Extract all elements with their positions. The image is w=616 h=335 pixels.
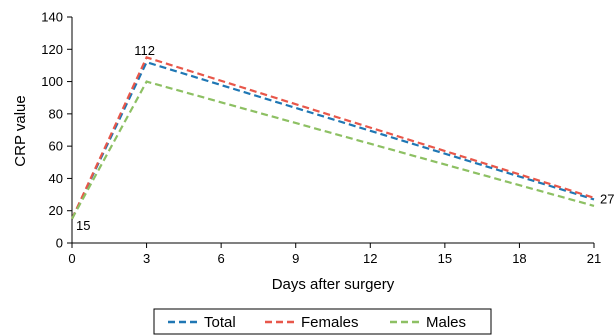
- y-tick-label: 40: [49, 171, 63, 186]
- x-tick-label: 15: [438, 251, 452, 266]
- x-tick-label: 9: [292, 251, 299, 266]
- series-line-males: [71, 80, 595, 220]
- legend-label-males: Males: [426, 314, 466, 331]
- series-lines: [71, 56, 595, 220]
- y-tick-label: 100: [41, 74, 63, 89]
- y-tick-label: 120: [41, 42, 63, 57]
- legend-label-total: Total: [204, 314, 236, 331]
- legend-label-females: Females: [301, 314, 359, 331]
- y-ticks: 0 20 40 60 80 100 120 140: [41, 10, 72, 251]
- legend-box: [153, 308, 492, 335]
- legend: Total Females Males: [153, 308, 492, 335]
- data-label: 27: [600, 191, 614, 206]
- y-axis-title: CRP value: [12, 95, 29, 166]
- x-tick-label: 12: [363, 251, 377, 266]
- x-tick-label: 0: [68, 251, 75, 266]
- y-tick-label: 140: [41, 10, 63, 25]
- y-tick-label: 20: [49, 203, 63, 218]
- data-label: 112: [134, 43, 155, 58]
- y-tick-label: 60: [49, 139, 63, 154]
- data-label: 15: [76, 218, 90, 233]
- y-tick-label: 0: [56, 236, 63, 251]
- series-line-females: [71, 56, 595, 220]
- data-labels: 15 112 27: [76, 43, 614, 233]
- y-tick-label: 80: [49, 106, 63, 121]
- axes: [71, 17, 594, 244]
- x-tick-label: 3: [143, 251, 150, 266]
- x-tick-label: 6: [218, 251, 225, 266]
- x-tick-label: 18: [512, 251, 526, 266]
- x-ticks: 0 3 6 9 12 15 18 21: [68, 243, 601, 266]
- x-axis-title: Days after surgery: [272, 276, 395, 293]
- x-tick-label: 21: [587, 251, 601, 266]
- series-line-total: [71, 60, 595, 220]
